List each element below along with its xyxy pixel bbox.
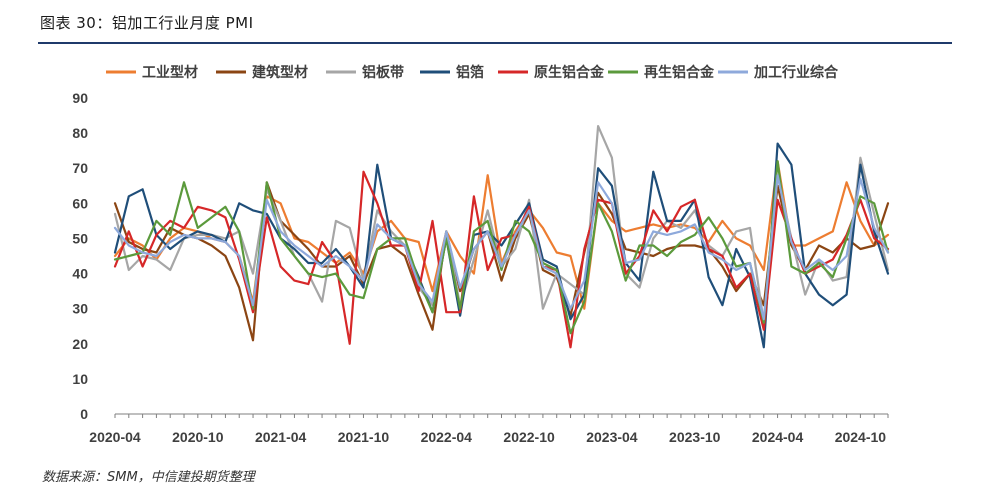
y-axis: 0 10 20 30 40 50 60 70 80 90	[72, 90, 88, 422]
series-line-铝箔	[113, 142, 890, 349]
y-tick-label: 30	[72, 301, 88, 317]
figure-title: 图表 30：铝加工行业月度 PMI	[40, 14, 254, 32]
y-tick-label: 80	[72, 125, 88, 141]
series-line-原生铝合金	[113, 170, 890, 349]
chart-legend: 工业型材 建筑型材 铝板带 铝箔 原生铝合金 再生铝合金 加工行业综合	[106, 64, 839, 81]
y-tick-label: 20	[72, 336, 88, 352]
title-divider	[38, 42, 952, 44]
data-source: 数据来源：SMM，中信建投期货整理	[42, 470, 255, 485]
y-tick-label: 50	[72, 230, 88, 246]
series-line-加工行业综合	[113, 174, 890, 321]
x-tick-label: 2022-04	[421, 429, 473, 445]
y-tick-label: 90	[72, 90, 88, 106]
legend-label: 铝箔	[456, 64, 484, 81]
legend-item: 建筑型材	[216, 64, 308, 81]
legend-item: 原生铝合金	[498, 64, 605, 81]
x-tick-label: 2020-10	[172, 429, 224, 445]
x-tick-label: 2021-04	[255, 429, 307, 445]
legend-label: 加工行业综合	[753, 64, 839, 81]
x-tick-label: 2022-10	[503, 429, 555, 445]
y-tick-label: 60	[72, 195, 88, 211]
x-tick-label: 2023-10	[669, 429, 721, 445]
legend-label: 原生铝合金	[534, 64, 605, 81]
legend-item: 铝板带	[326, 64, 404, 81]
y-tick-label: 70	[72, 160, 88, 176]
x-tick-label: 2023-04	[586, 429, 638, 445]
legend-label: 再生铝合金	[644, 64, 715, 81]
y-tick-label: 0	[80, 406, 88, 422]
x-tick-label: 2024-04	[752, 429, 804, 445]
x-tick-label: 2024-10	[835, 429, 887, 445]
legend-label: 铝板带	[362, 64, 404, 81]
legend-item: 再生铝合金	[608, 64, 715, 81]
legend-item: 加工行业综合	[718, 64, 839, 81]
x-axis: 2020-04 2020-10 2021-04 2021-10 2022-04 2022-…	[89, 413, 889, 445]
legend-item: 铝箔	[420, 64, 484, 81]
legend-label: 建筑型材	[252, 64, 308, 81]
y-tick-label: 10	[72, 371, 88, 387]
legend-item: 工业型材	[106, 64, 198, 81]
x-tick-label: 2021-10	[338, 429, 390, 445]
legend-label: 工业型材	[142, 64, 198, 81]
series-lines	[113, 124, 890, 349]
y-tick-label: 40	[72, 266, 88, 282]
x-tick-label: 2020-04	[89, 429, 141, 445]
